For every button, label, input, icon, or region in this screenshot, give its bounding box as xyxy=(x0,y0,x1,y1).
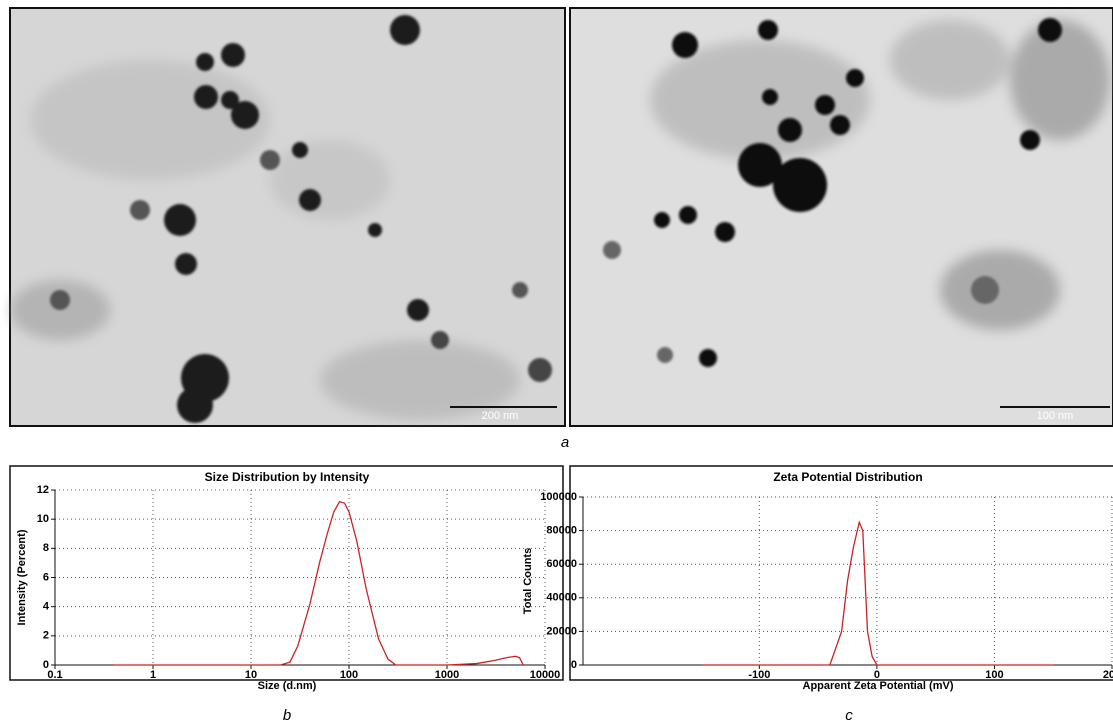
y-tick-label: 40000 xyxy=(546,592,577,604)
data-line xyxy=(114,500,524,666)
scale-bar: 100 nm xyxy=(1037,410,1074,422)
y-tick-label: 2 xyxy=(43,630,49,642)
y-tick-label: 10 xyxy=(37,513,49,525)
panel-label: c xyxy=(845,707,853,724)
y-tick-label: 12 xyxy=(37,484,49,496)
y-tick-label: 8 xyxy=(43,542,49,554)
x-tick-label: 0.1 xyxy=(47,669,62,681)
y-tick-label: 80000 xyxy=(546,525,577,537)
y-axis-label: Total Counts xyxy=(522,548,534,614)
y-tick-label: 0 xyxy=(571,659,577,671)
x-axis-label: Apparent Zeta Potential (mV) xyxy=(803,680,954,692)
y-tick-label: 6 xyxy=(43,571,49,583)
y-tick-label: 100000 xyxy=(540,491,577,503)
y-tick-label: 60000 xyxy=(546,558,577,570)
y-tick-label: 4 xyxy=(43,601,50,613)
chart-frame xyxy=(569,465,1113,681)
x-tick-label: 1 xyxy=(150,669,156,681)
panel-label: a xyxy=(561,434,569,451)
y-tick-label: 20000 xyxy=(546,625,577,637)
x-tick-label: -100 xyxy=(748,669,770,681)
micrograph: 200 nm xyxy=(9,7,566,427)
x-tick-label: 0 xyxy=(874,669,880,681)
x-tick-label: 200 xyxy=(1103,669,1113,681)
data-line xyxy=(702,520,1054,666)
x-tick-label: 100 xyxy=(340,669,358,681)
y-tick-label: 0 xyxy=(43,659,49,671)
x-axis-label: Size (d.nm) xyxy=(258,680,317,692)
micrograph: 100 nm xyxy=(569,7,1113,427)
chart-title: Zeta Potential Distribution xyxy=(773,470,922,484)
x-tick-label: 10 xyxy=(245,669,257,681)
x-tick-label: 10000 xyxy=(530,669,561,681)
panel-label: b xyxy=(283,707,291,724)
y-axis-label: Intensity (Percent) xyxy=(16,529,28,625)
chart-title: Size Distribution by Intensity xyxy=(205,470,370,484)
x-tick-label: 100 xyxy=(985,669,1003,681)
x-tick-label: 1000 xyxy=(435,669,459,681)
chart-frame xyxy=(9,465,564,681)
scale-bar: 200 nm xyxy=(482,410,519,422)
